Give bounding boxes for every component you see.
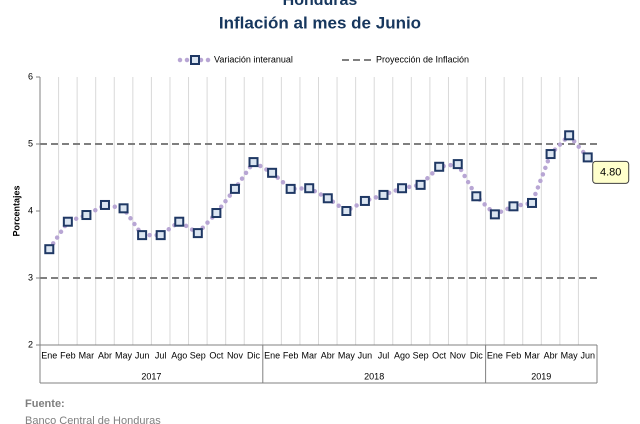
- data-marker: [434, 161, 445, 172]
- x-tick-label: Dic: [247, 350, 260, 360]
- x-tick-label: Oct: [432, 350, 447, 360]
- legend-label: Variación interanual: [214, 54, 293, 64]
- x-tick-label: Jun: [580, 350, 595, 360]
- data-marker: [397, 183, 408, 194]
- x-tick-label: Mar: [79, 350, 95, 360]
- data-marker: [174, 216, 185, 227]
- data-marker: [81, 210, 92, 221]
- x-tick-label: Feb: [506, 350, 522, 360]
- x-tick-label: Dic: [470, 350, 483, 360]
- x-group-label: 2017: [141, 371, 161, 381]
- x-tick-label: May: [561, 350, 579, 360]
- x-tick-label: Mar: [301, 350, 317, 360]
- x-tick-label: May: [115, 350, 133, 360]
- x-tick-label: Abr: [321, 350, 335, 360]
- chart-title-top: Honduras: [283, 0, 358, 9]
- y-axis-label: Porcentajes: [11, 185, 21, 236]
- source: Banco Central de Honduras: [25, 415, 161, 424]
- data-marker: [582, 152, 593, 163]
- data-marker: [304, 183, 315, 194]
- x-tick-label: Nov: [450, 350, 467, 360]
- data-marker: [359, 195, 370, 206]
- data-marker: [118, 203, 129, 214]
- x-group-label: 2019: [531, 371, 551, 381]
- x-tick-label: May: [338, 350, 356, 360]
- x-tick-label: Jun: [358, 350, 373, 360]
- x-tick-label: Oct: [209, 350, 224, 360]
- x-tick-label: Ago: [394, 350, 410, 360]
- data-label: 4.80: [600, 166, 621, 178]
- legend-marker: [190, 55, 200, 65]
- data-marker: [248, 157, 259, 168]
- y-tick-label: 5: [28, 138, 33, 148]
- x-tick-label: Ene: [41, 350, 57, 360]
- data-marker: [99, 199, 110, 210]
- data-marker: [341, 206, 352, 216]
- x-tick-label: Mar: [524, 350, 540, 360]
- x-tick-label: Jul: [155, 350, 167, 360]
- x-tick-label: Feb: [283, 350, 299, 360]
- y-tick-label: 4: [28, 205, 33, 215]
- data-marker: [44, 244, 55, 255]
- y-tick-label: 3: [28, 272, 33, 282]
- data-marker: [471, 191, 482, 202]
- x-tick-label: Nov: [227, 350, 244, 360]
- x-tick-label: Abr: [98, 350, 112, 360]
- data-marker: [155, 230, 166, 241]
- y-tick-label: 2: [28, 339, 33, 349]
- data-marker: [267, 167, 278, 178]
- data-marker: [211, 208, 222, 219]
- data-marker: [322, 193, 333, 204]
- x-tick-label: Abr: [544, 350, 558, 360]
- x-tick-label: Sep: [413, 350, 429, 360]
- callout-box: [592, 160, 630, 184]
- x-tick-label: Ene: [264, 350, 280, 360]
- legend-label: Proyección de Inflación: [376, 54, 469, 64]
- data-marker: [378, 189, 389, 200]
- x-tick-label: Feb: [60, 350, 76, 360]
- source-title: Fuente:: [25, 398, 65, 410]
- data-marker: [545, 149, 556, 160]
- chart-title: Inflación al mes de Junio: [219, 13, 421, 32]
- data-marker: [508, 201, 519, 212]
- data-marker: [137, 230, 148, 241]
- data-marker: [285, 183, 296, 194]
- x-tick-label: Sep: [190, 350, 206, 360]
- data-marker: [564, 130, 575, 141]
- x-tick-label: Ago: [171, 350, 187, 360]
- x-tick-label: Jul: [378, 350, 390, 360]
- data-marker: [527, 197, 538, 208]
- data-marker: [452, 159, 463, 170]
- data-marker: [229, 183, 240, 194]
- data-marker: [489, 209, 500, 220]
- x-tick-label: Ene: [487, 350, 503, 360]
- data-marker: [192, 228, 203, 239]
- data-marker: [62, 216, 73, 227]
- y-tick-label: 6: [28, 71, 33, 81]
- x-group-label: 2018: [364, 371, 384, 381]
- x-tick-label: Jun: [135, 350, 150, 360]
- data-marker: [415, 179, 426, 190]
